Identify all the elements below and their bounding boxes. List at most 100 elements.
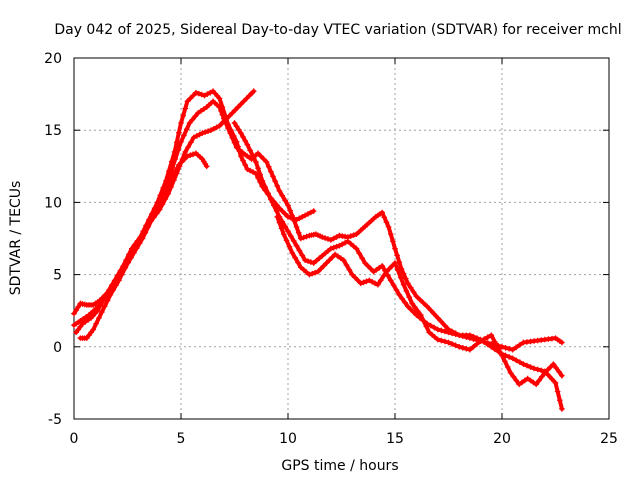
data-point [467, 346, 473, 353]
data-point-interp [193, 133, 200, 139]
data-point [195, 110, 201, 116]
data-point-interp [420, 300, 427, 306]
data-point-interp [176, 129, 182, 136]
data-point-interp [423, 323, 430, 330]
data-point-interp [180, 112, 186, 119]
data-point-interp [481, 336, 487, 342]
data-point-interp [290, 238, 297, 244]
data-point-interp [247, 147, 253, 154]
data-point-interp [121, 266, 128, 272]
data-point [92, 306, 99, 313]
data-point [302, 212, 308, 219]
data-point [285, 214, 291, 220]
data-point-interp [153, 205, 159, 212]
data-point [542, 369, 548, 376]
x-tick-label: 25 [600, 431, 618, 447]
data-point-interp [333, 234, 340, 240]
data-point [201, 92, 208, 99]
data-point [238, 153, 244, 159]
data-point [310, 208, 317, 214]
data-point-interp [308, 259, 314, 265]
data-point [227, 130, 234, 136]
data-point-interp [522, 377, 528, 384]
data-point [231, 120, 238, 126]
data-point-interp [258, 153, 264, 159]
data-point [424, 303, 430, 310]
data-point-interp [300, 234, 307, 241]
data-point [379, 263, 385, 269]
y-tick-label: -5 [48, 412, 62, 428]
data-point [315, 268, 321, 275]
data-point-interp [432, 334, 438, 340]
data-point-interp [190, 92, 196, 99]
data-point-interp [449, 341, 455, 347]
data-point [274, 214, 281, 220]
data-point-interp [156, 200, 162, 207]
data-point-interp [127, 254, 134, 261]
x-axis-label: GPS time / hours [281, 458, 398, 474]
data-point-interp [554, 388, 561, 395]
data-point-interp [502, 358, 508, 365]
data-point-interp [519, 379, 525, 386]
data-point-interp [183, 126, 190, 133]
data-point-interp [410, 289, 417, 295]
data-point-interp [283, 237, 290, 244]
data-point-interp [316, 255, 323, 262]
data-point-interp [257, 171, 263, 178]
data-point-interp [265, 190, 271, 197]
data-point-interp [402, 275, 409, 282]
data-point [233, 144, 240, 151]
data-point-interp [88, 329, 94, 336]
data-point-interp [213, 124, 220, 131]
data-point [520, 361, 527, 367]
data-point-interp [231, 139, 238, 146]
data-point [488, 332, 495, 339]
data-point [435, 336, 441, 343]
y-tick-label: 5 [53, 268, 62, 284]
data-point-interp [205, 128, 211, 134]
data-point-interp [386, 266, 393, 272]
x-tick-label: 0 [70, 431, 79, 447]
data-point-interp [236, 147, 243, 153]
data-point-interp [242, 162, 248, 168]
data-point [357, 280, 364, 287]
data-point [533, 381, 540, 388]
data-point-interp [232, 107, 239, 113]
data-point-interp [240, 157, 246, 164]
data-point-interp [300, 266, 307, 273]
data-point [184, 98, 191, 105]
data-point-interp [381, 214, 388, 221]
data-point [370, 268, 377, 275]
data-point-interp [547, 364, 554, 370]
data-point-interp [359, 255, 365, 262]
data-point [178, 120, 184, 126]
data-point [488, 344, 495, 350]
data-point-interp [502, 344, 509, 351]
data-point [392, 245, 398, 252]
data-point-interp [442, 338, 448, 345]
data-point [336, 242, 343, 249]
data-point [524, 375, 531, 382]
data-point-interp [346, 266, 353, 273]
data-point [499, 352, 505, 359]
data-point-interp [101, 303, 108, 310]
data-point-interp [240, 134, 246, 140]
data-point-interp [218, 108, 224, 114]
data-point-interp [429, 331, 435, 338]
data-point-interp [556, 397, 563, 404]
data-point [263, 159, 270, 165]
data-point-interp [325, 248, 331, 254]
data-point-interp [182, 105, 189, 112]
data-point-interp [380, 273, 387, 279]
data-point [362, 260, 368, 266]
data-point-interp [104, 297, 111, 304]
x-tick-label: 20 [493, 431, 511, 447]
data-point-interp [325, 236, 331, 242]
data-point [507, 369, 514, 376]
data-point-interp [181, 156, 188, 162]
data-point-interp [282, 211, 288, 217]
data-point-interp [295, 259, 301, 266]
data-point [409, 300, 415, 307]
data-point [229, 110, 236, 116]
data-point-interp [431, 311, 438, 317]
